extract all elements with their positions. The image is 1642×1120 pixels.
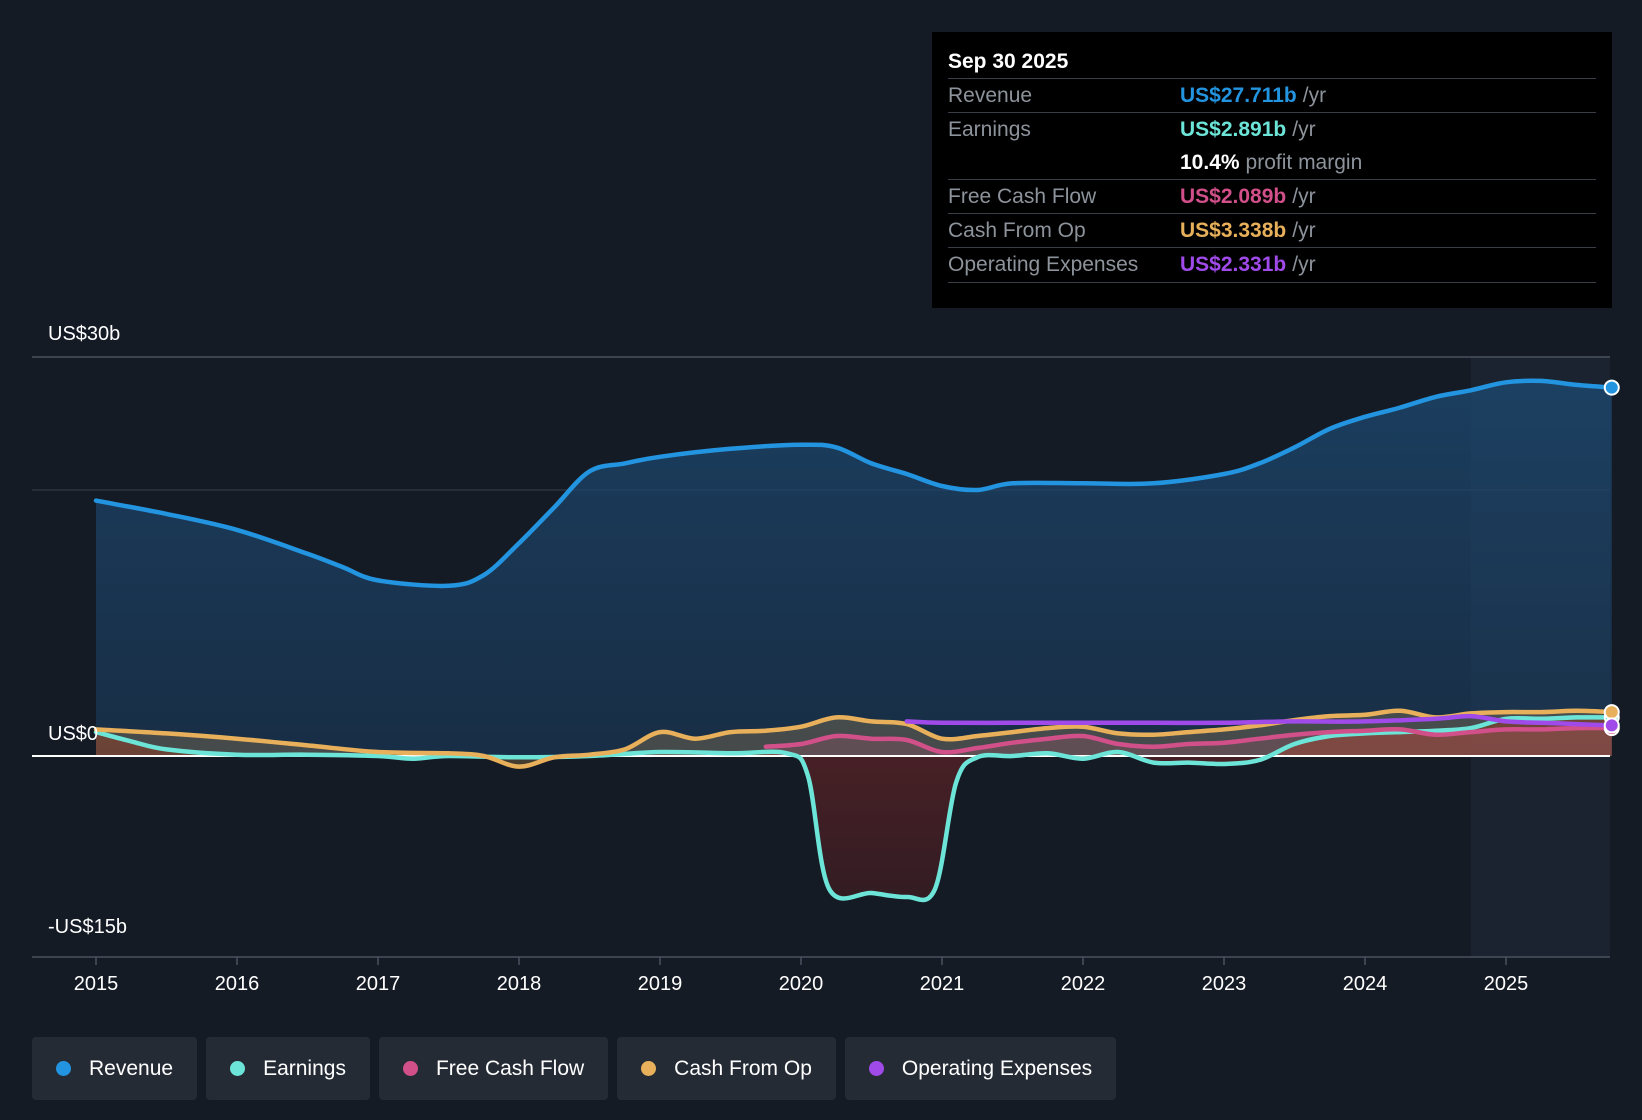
cash-from-op-line: [93, 708, 1615, 769]
tooltip-row-unit: /yr: [1292, 184, 1316, 208]
legend-label: Earnings: [263, 1056, 346, 1080]
legend-label: Revenue: [89, 1056, 174, 1080]
legend-dot-icon: [230, 1061, 246, 1076]
tooltip-row-unit: /yr: [1302, 83, 1327, 107]
legend-dot-icon: [402, 1061, 418, 1076]
tooltip-row-name: Free Cash Flow: [948, 184, 1097, 208]
x-tick-label: 2020: [779, 973, 824, 995]
legend-label: Operating Expenses: [901, 1056, 1093, 1080]
x-tick-label: 2016: [215, 973, 260, 995]
operating-expenses-line: [904, 713, 1615, 728]
chart: 2015 2016 2017 2018 2019 2020 2021 2022 2023 2024…: [32, 323, 1620, 995]
tooltip-row: Revenue US$27.711b/yr: [948, 78, 1596, 112]
legend-dot-icon: [868, 1061, 884, 1076]
tooltip-row-name: Operating Expenses: [948, 252, 1139, 276]
y-label-top: US$30b: [48, 323, 120, 345]
tooltip-row: Earnings US$2.891b/yr: [948, 112, 1596, 146]
x-tick-label: 2018: [497, 973, 542, 995]
x-tick-label: 2022: [1061, 973, 1106, 995]
legend-label: Free Cash Flow: [435, 1056, 585, 1080]
y-label-bottom: -US$15b: [48, 916, 127, 938]
tooltip-row: Operating Expenses US$2.331b/yr: [948, 247, 1596, 281]
x-tick-label: 2019: [638, 973, 683, 995]
tooltip-row-unit: /yr: [1292, 218, 1316, 242]
tooltip-row-value: US$2.331b: [1180, 252, 1287, 276]
y-label-zero: US$0: [48, 723, 98, 745]
legend-dot-icon: [641, 1061, 657, 1076]
tooltip-row: Free Cash Flow US$2.089b/yr: [948, 179, 1596, 213]
x-tick-label: 2023: [1202, 973, 1247, 995]
tooltip-date: Sep 30 2025: [948, 50, 1069, 73]
tooltip-row-name: Revenue: [948, 83, 1033, 107]
operating-expenses-end-dot: [1603, 717, 1620, 734]
tooltip-row-name: Cash From Op: [948, 218, 1086, 242]
free-cash-flow-line: [763, 725, 1615, 755]
revenue-line: [93, 378, 1615, 589]
tooltip-row-value: US$3.338b: [1180, 218, 1287, 242]
tooltip-row-value: 10.4%: [1180, 150, 1240, 174]
tooltip-row-name: Earnings: [948, 117, 1031, 141]
earnings-line: [93, 715, 1615, 903]
x-tick-label: 2025: [1484, 973, 1529, 995]
x-tick-label: 2021: [920, 973, 965, 995]
tooltip-row-unit: /yr: [1292, 117, 1316, 141]
tooltip-row: Cash From Op US$3.338b/yr: [948, 213, 1596, 247]
tooltip-row-value: US$2.891b: [1180, 117, 1287, 141]
legend: Revenue Earnings Free Cash Flow Cash From O…: [32, 1037, 1117, 1100]
legend-item-earnings[interactable]: Earnings: [206, 1037, 370, 1100]
legend-dot-icon: [56, 1061, 71, 1076]
x-tick-label: 2017: [356, 973, 401, 995]
revenue-end-dot: [1603, 379, 1620, 396]
revenue-area: [96, 380, 1612, 756]
x-tick-label: 2024: [1343, 973, 1388, 995]
legend-item-operating-expenses[interactable]: Operating Expenses: [844, 1037, 1117, 1100]
legend-item-free-cash-flow[interactable]: Free Cash Flow: [378, 1037, 609, 1100]
cash-from-op-end-dot: [1603, 704, 1620, 721]
tooltip-row: 10.4% profit margin: [948, 146, 1596, 179]
tooltip-row-unit: /yr: [1292, 252, 1316, 276]
legend-label: Cash From Op: [674, 1056, 812, 1080]
x-tick-label: 2015: [74, 973, 119, 995]
tooltip-row-value: US$27.711b: [1180, 83, 1297, 107]
tooltip-divider: [948, 282, 1596, 283]
tooltip-row-unit: profit margin: [1245, 150, 1363, 174]
tooltip: Sep 30 2025 Revenue US$27.711b/yr Earnings…: [932, 32, 1612, 308]
legend-item-cash-from-op[interactable]: Cash From Op: [617, 1037, 836, 1100]
legend-item-revenue[interactable]: Revenue: [32, 1037, 198, 1100]
tooltip-row-value: US$2.089b: [1180, 184, 1287, 208]
